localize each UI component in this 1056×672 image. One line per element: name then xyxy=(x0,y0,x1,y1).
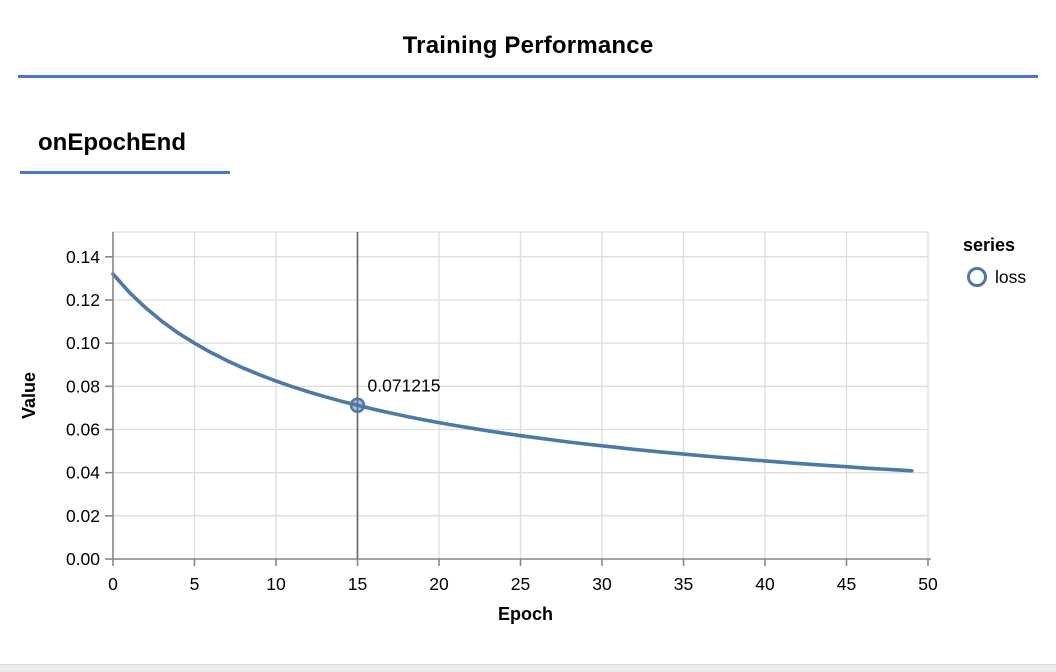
legend-symbol-circle xyxy=(967,267,987,287)
x-tick-label: 25 xyxy=(511,574,530,594)
y-tick-label: 0.14 xyxy=(66,247,100,267)
page-title: Training Performance xyxy=(402,32,654,59)
x-tick-label: 40 xyxy=(755,574,775,594)
legend: series loss xyxy=(963,235,1026,287)
section-heading: onEpochEnd xyxy=(38,129,186,156)
y-tick-label: 0.02 xyxy=(66,506,100,526)
legend-label: loss xyxy=(995,267,1026,287)
y-tick-label: 0.12 xyxy=(66,290,100,310)
gridlines xyxy=(112,231,929,560)
x-axis-title: Epoch xyxy=(498,604,553,624)
x-tick-label: 5 xyxy=(190,574,200,594)
x-tick-label: 50 xyxy=(918,574,938,594)
bottom-divider xyxy=(0,664,1056,672)
x-tick-label: 10 xyxy=(266,574,286,594)
legend-title: series xyxy=(963,235,1015,255)
data-point-marker xyxy=(349,397,366,414)
y-axis-title: Value xyxy=(19,372,39,419)
y-tick-label: 0.10 xyxy=(66,333,100,353)
x-tick-label: 45 xyxy=(837,574,856,594)
y-tick-label: 0.06 xyxy=(66,419,100,439)
loss-line xyxy=(111,272,914,473)
x-tick-label: 20 xyxy=(429,574,449,594)
x-tick-label: 0 xyxy=(108,574,118,594)
y-tick-label: 0.00 xyxy=(66,549,100,569)
section-underline xyxy=(20,171,230,174)
x-tick-label: 30 xyxy=(592,574,612,594)
y-tick-label: 0.04 xyxy=(66,463,100,483)
tooltip-value: 0.071215 xyxy=(368,375,441,395)
x-tick-label: 35 xyxy=(674,574,693,594)
y-tick-label: 0.08 xyxy=(66,376,100,396)
title-divider xyxy=(18,75,1038,78)
x-tick-label: 15 xyxy=(348,574,367,594)
